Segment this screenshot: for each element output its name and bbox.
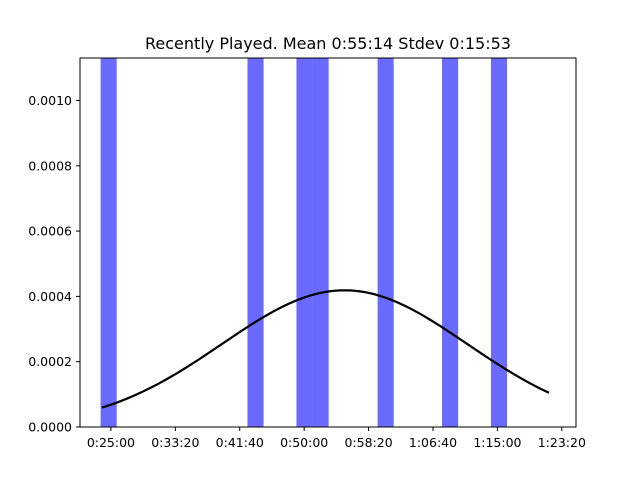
x-tick-label: 0:41:40 xyxy=(216,435,264,450)
y-tick-label: 0.0000 xyxy=(28,420,72,435)
histogram-bar-6 xyxy=(442,58,459,427)
chart-title: Recently Played. Mean 0:55:14 Stdev 0:15… xyxy=(145,34,511,53)
histogram-bar-2 xyxy=(247,58,264,427)
histogram-bar-1 xyxy=(100,58,117,427)
normal-distribution-curve xyxy=(101,289,550,409)
histogram-bar-5 xyxy=(377,58,394,427)
plot-frame xyxy=(79,57,577,428)
histogram-bar-4 xyxy=(312,58,329,427)
histogram-bar-3 xyxy=(296,58,313,427)
x-tick-label: 1:15:00 xyxy=(473,435,521,450)
y-tick-label: 0.0010 xyxy=(28,93,72,108)
x-tick-label: 0:25:00 xyxy=(87,435,135,450)
y-axis: 0.0000 0.0002 0.0004 0.0006 0.0008 0.0010 xyxy=(28,93,80,435)
y-tick-label: 0.0006 xyxy=(28,224,72,239)
y-tick-label: 0.0002 xyxy=(28,354,72,369)
y-tick-label: 0.0004 xyxy=(28,289,72,304)
curve-layer xyxy=(101,289,550,409)
x-axis: 0:25:00 0:33:20 0:41:40 0:50:00 0:58:20 1:06:… xyxy=(87,427,586,450)
y-tick-label: 0.0008 xyxy=(28,158,72,173)
x-tick-label: 0:33:20 xyxy=(151,435,199,450)
x-tick-label: 1:06:40 xyxy=(409,435,457,450)
x-tick-label: 0:58:20 xyxy=(344,435,392,450)
x-tick-label: 0:50:00 xyxy=(280,435,328,450)
x-tick-label: 1:23:20 xyxy=(538,435,586,450)
histogram-bar-7 xyxy=(490,58,508,427)
